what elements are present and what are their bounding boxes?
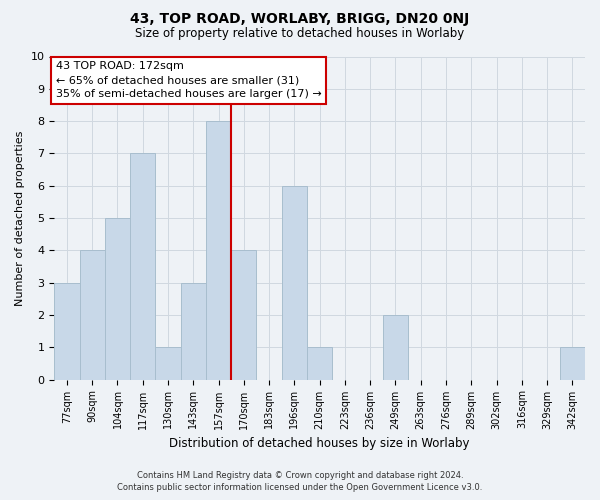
Bar <box>54 282 80 380</box>
Text: Size of property relative to detached houses in Worlaby: Size of property relative to detached ho… <box>136 28 464 40</box>
Bar <box>80 250 105 380</box>
Bar <box>231 250 256 380</box>
Bar <box>130 154 155 380</box>
Text: 43 TOP ROAD: 172sqm
← 65% of detached houses are smaller (31)
35% of semi-detach: 43 TOP ROAD: 172sqm ← 65% of detached ho… <box>56 62 321 100</box>
Bar <box>307 348 332 380</box>
Bar <box>560 348 585 380</box>
Text: Contains HM Land Registry data © Crown copyright and database right 2024.
Contai: Contains HM Land Registry data © Crown c… <box>118 471 482 492</box>
Bar <box>383 315 408 380</box>
Bar <box>282 186 307 380</box>
Text: 43, TOP ROAD, WORLABY, BRIGG, DN20 0NJ: 43, TOP ROAD, WORLABY, BRIGG, DN20 0NJ <box>130 12 470 26</box>
X-axis label: Distribution of detached houses by size in Worlaby: Distribution of detached houses by size … <box>169 437 470 450</box>
Bar <box>155 348 181 380</box>
Bar <box>181 282 206 380</box>
Bar <box>206 121 231 380</box>
Bar <box>105 218 130 380</box>
Y-axis label: Number of detached properties: Number of detached properties <box>15 130 25 306</box>
